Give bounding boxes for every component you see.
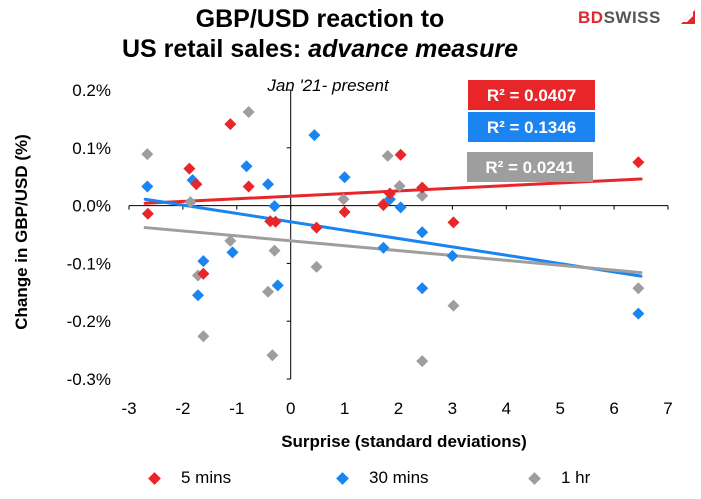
legend-label-1-hr: 1 hr — [561, 468, 591, 487]
data-point-30-mins — [197, 255, 210, 268]
data-point-5-mins — [224, 118, 237, 131]
brand-logo: BDSWISS — [578, 8, 661, 28]
y-tick-label: -0.1% — [67, 254, 111, 273]
data-point-1-hr — [337, 193, 350, 206]
data-point-5-mins — [141, 207, 154, 220]
legend-label-5-mins: 5 mins — [181, 468, 232, 487]
data-point-1-hr — [266, 349, 279, 362]
data-point-1-hr — [416, 355, 429, 368]
data-points — [141, 105, 645, 368]
legend-label-30-mins: 30 mins — [369, 468, 429, 487]
x-tick-label: 0 — [286, 399, 295, 418]
data-point-1-hr — [381, 149, 394, 162]
brand-logo-part2: SWISS — [603, 8, 661, 27]
data-point-30-mins — [262, 178, 275, 191]
data-point-30-mins — [416, 226, 429, 239]
data-point-30-mins — [271, 279, 284, 292]
x-axis-title: Surprise (standard deviations) — [281, 432, 527, 451]
data-point-30-mins — [338, 171, 351, 184]
data-point-1-hr — [242, 105, 255, 118]
data-point-30-mins — [308, 129, 321, 142]
data-point-5-mins — [190, 178, 203, 191]
x-tick-label: 1 — [340, 399, 349, 418]
chart-title-line2-plain: US retail sales: — [121, 35, 309, 63]
x-tick-label: -2 — [175, 399, 190, 418]
x-tick-label: 3 — [448, 399, 457, 418]
data-point-1-hr — [393, 179, 406, 192]
data-point-1-hr — [224, 234, 237, 247]
y-tick-label: 0.2% — [72, 81, 111, 100]
legend-marker-5-mins — [148, 471, 161, 485]
brand-arrow-icon — [681, 10, 695, 24]
r2-box-1 — [468, 112, 595, 142]
x-tick-label: -1 — [229, 399, 244, 418]
chart-subtitle: Jan '21- present — [266, 76, 390, 95]
x-tick-label: 2 — [394, 399, 403, 418]
y-tick-label: 0.0% — [72, 197, 111, 216]
data-point-5-mins — [269, 215, 282, 228]
x-tick-label: 4 — [502, 399, 511, 418]
axes: -3 -2 -1 0 1 2 3 4 5 6 7 0.2% 0.1% 0.0% -0.1% -0.2% -0.3… — [12, 81, 673, 451]
data-point-1-hr — [310, 260, 323, 273]
legend: 5 mins 30 mins 1 hr — [0, 468, 701, 492]
data-point-30-mins — [268, 200, 281, 213]
data-point-5-mins — [394, 148, 407, 161]
data-point-1-hr — [197, 330, 210, 343]
annotations: Jan '21- present R² = 0.0407 R² = 0.1346 R²… — [266, 76, 595, 182]
legend-item-1-hr: 1 hr — [528, 468, 591, 488]
trendline-1 — [143, 197, 643, 278]
data-point-30-mins — [191, 289, 204, 302]
data-point-1-hr — [416, 189, 429, 202]
data-point-5-mins — [310, 221, 323, 234]
r2-box-2 — [467, 152, 593, 182]
legend-marker-1-hr — [528, 471, 541, 485]
y-tick-label: -0.2% — [67, 312, 111, 331]
data-point-1-hr — [632, 282, 645, 295]
data-point-30-mins — [141, 180, 154, 193]
r2-label-2: R² = 0.0241 — [485, 158, 574, 177]
x-tick-label: -3 — [121, 399, 136, 418]
data-point-30-mins — [240, 160, 253, 173]
r2-label-0: R² = 0.0407 — [487, 86, 576, 105]
data-point-5-mins — [632, 156, 645, 169]
y-axis-title: Change in GBP/USD (%) — [12, 134, 31, 330]
data-point-30-mins — [632, 307, 645, 320]
data-point-1-hr — [447, 299, 460, 312]
trendline-2 — [143, 226, 643, 275]
data-point-1-hr — [141, 148, 154, 161]
data-point-5-mins — [447, 216, 460, 229]
legend-item-5-mins: 5 mins — [148, 468, 232, 488]
legend-item-30-mins: 30 mins — [336, 468, 429, 488]
x-tick-label: 6 — [609, 399, 618, 418]
data-point-5-mins — [242, 180, 255, 193]
chart-title-line2-italic: advance measure — [308, 35, 519, 63]
data-point-5-mins — [383, 187, 396, 200]
brand-logo-part1: BD — [578, 8, 604, 27]
data-point-30-mins — [416, 282, 429, 295]
x-tick-label: 5 — [555, 399, 564, 418]
data-point-1-hr — [262, 285, 275, 298]
data-point-1-hr — [268, 244, 281, 257]
data-point-1-hr — [184, 196, 197, 209]
y-tick-label: -0.3% — [67, 370, 111, 389]
chart-title-line1: GBP/USD reaction to — [195, 5, 445, 33]
data-point-5-mins — [197, 267, 210, 280]
legend-marker-30-mins — [336, 471, 349, 485]
data-point-30-mins — [226, 246, 239, 259]
data-point-5-mins — [416, 181, 429, 194]
data-point-30-mins — [446, 249, 459, 262]
data-point-5-mins — [377, 199, 390, 212]
data-point-30-mins — [394, 201, 407, 214]
data-point-5-mins — [183, 162, 196, 175]
chart-title-line2: US retail sales: advance measure — [0, 34, 640, 64]
data-point-5-mins — [338, 205, 351, 218]
data-point-30-mins — [377, 241, 390, 254]
scatter-plot: -3 -2 -1 0 1 2 3 4 5 6 7 0.2% 0.1% 0.0% -0.1% -0.2% -0.3… — [12, 76, 673, 451]
y-tick-label: 0.1% — [72, 139, 111, 158]
x-tick-label: 7 — [663, 399, 672, 418]
r2-box-0 — [468, 80, 595, 110]
r2-label-1: R² = 0.1346 — [487, 118, 576, 137]
